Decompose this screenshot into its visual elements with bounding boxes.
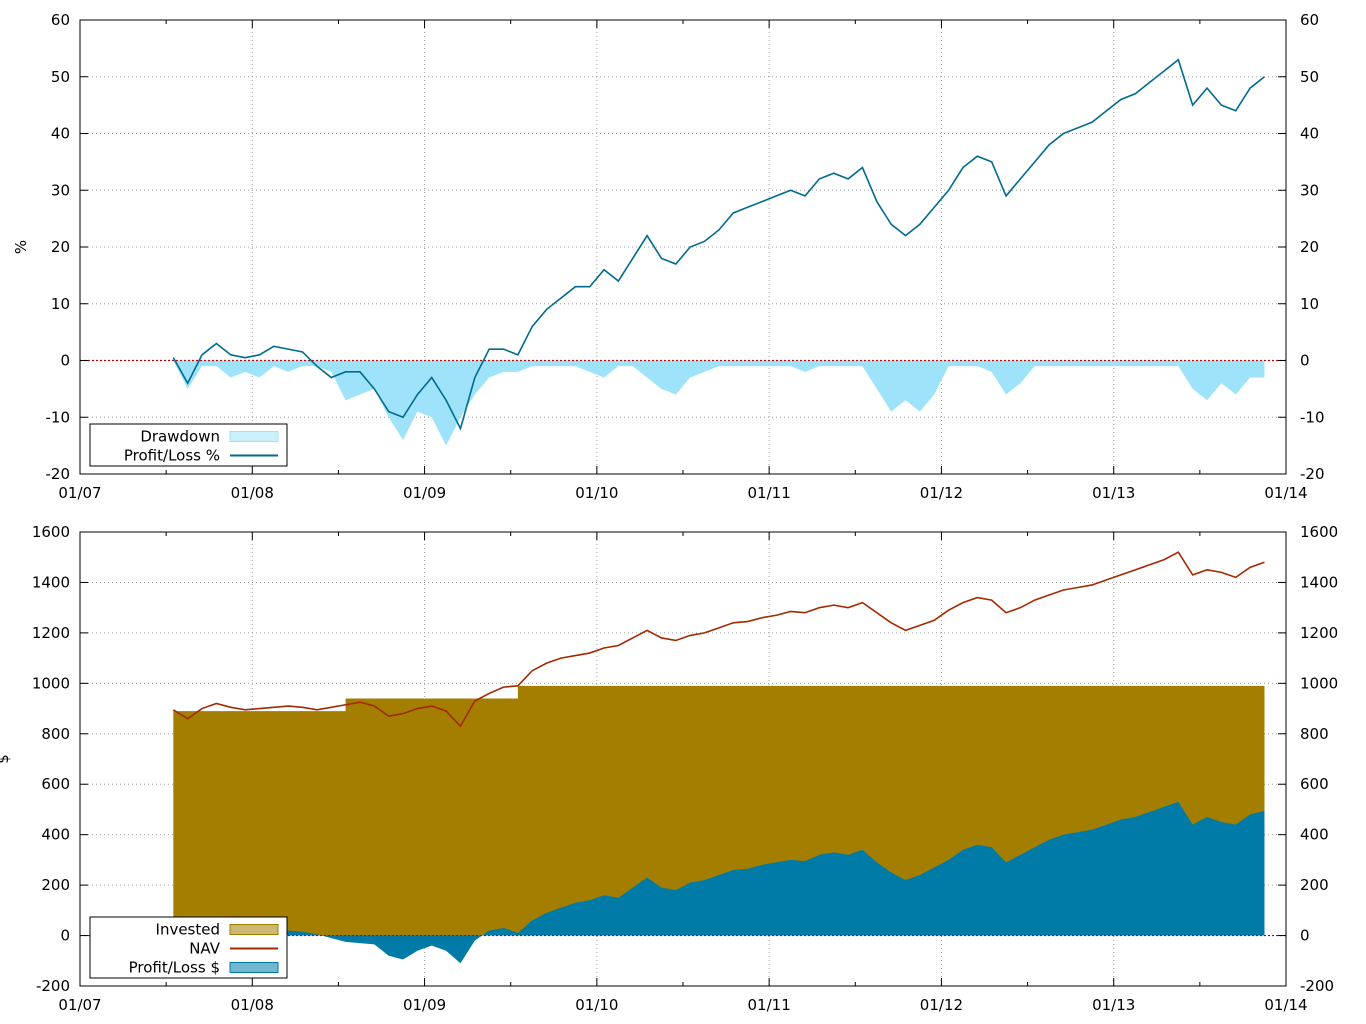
y2-tick-label: -200 — [1300, 977, 1334, 995]
profit-loss-usd-area — [173, 801, 1265, 964]
y2-tick-label: 0 — [1300, 927, 1310, 945]
y-tick-label: 800 — [41, 725, 70, 743]
x-tick-label: 01/12 — [920, 484, 963, 502]
x-tick-label: 01/08 — [231, 484, 274, 502]
y2-tick-label: 1200 — [1300, 624, 1338, 642]
y-tick-label: 1400 — [32, 573, 70, 591]
legend-label: Profit/Loss % — [124, 447, 220, 465]
y-tick-label: 1600 — [32, 523, 70, 541]
legend-swatch-area — [229, 924, 279, 935]
y-tick-label: 10 — [51, 295, 70, 313]
y2-tick-label: 0 — [1300, 352, 1310, 370]
y2-tick-label: 10 — [1300, 295, 1319, 313]
x-tick-label: 01/12 — [920, 996, 963, 1014]
y2-tick-label: 1000 — [1300, 674, 1338, 692]
x-tick-label: 01/09 — [403, 484, 446, 502]
legend-swatch-area — [229, 431, 279, 442]
y-tick-label: 1200 — [32, 624, 70, 642]
x-tick-label: 01/10 — [575, 484, 618, 502]
y-tick-label: -200 — [36, 977, 70, 995]
legend-label: NAV — [189, 940, 221, 958]
y-axis-title: $ — [0, 754, 12, 764]
y2-tick-label: 60 — [1300, 11, 1319, 29]
y-tick-label: -10 — [46, 408, 71, 426]
y2-tick-label: 20 — [1300, 238, 1319, 256]
y2-tick-label: 1400 — [1300, 573, 1338, 591]
nav-line — [172, 551, 1265, 728]
legend-label: Profit/Loss $ — [129, 959, 220, 977]
y2-tick-label: 400 — [1300, 826, 1329, 844]
y-tick-label: 400 — [41, 826, 70, 844]
y-axis-title: % — [12, 240, 30, 254]
x-tick-label: 01/13 — [1092, 996, 1135, 1014]
y2-tick-label: 1600 — [1300, 523, 1338, 541]
y2-tick-label: -20 — [1300, 465, 1325, 483]
x-tick-label: 01/09 — [403, 996, 446, 1014]
x-tick-label: 01/14 — [1264, 484, 1307, 502]
x-tick-label: 01/07 — [58, 484, 101, 502]
legend-label: Drawdown — [140, 428, 220, 446]
y2-tick-label: 200 — [1300, 876, 1329, 894]
y-tick-label: 200 — [41, 876, 70, 894]
legend-swatch-area — [229, 962, 279, 973]
y2-tick-label: 50 — [1300, 68, 1319, 86]
y-tick-label: 60 — [51, 11, 70, 29]
y2-tick-label: 40 — [1300, 125, 1319, 143]
y-tick-label: 0 — [60, 352, 70, 370]
x-tick-label: 01/13 — [1092, 484, 1135, 502]
legend-label: Invested — [156, 921, 220, 939]
y-tick-label: 0 — [60, 927, 70, 945]
y-tick-label: 20 — [51, 238, 70, 256]
y2-tick-label: -10 — [1300, 408, 1325, 426]
y2-tick-label: 800 — [1300, 725, 1329, 743]
x-tick-label: 01/07 — [58, 996, 101, 1014]
x-tick-label: 01/10 — [575, 996, 618, 1014]
y-tick-label: 40 — [51, 125, 70, 143]
x-tick-label: 01/11 — [748, 484, 791, 502]
y2-tick-label: 600 — [1300, 775, 1329, 793]
chart-dollars: 01/07 01/08 01/09 01/10 01/11 01/12 01/13 01/14… — [0, 523, 1338, 1014]
y-tick-label: 50 — [51, 68, 70, 86]
x-tick-label: 01/11 — [748, 996, 791, 1014]
y2-tick-label: 30 — [1300, 181, 1319, 199]
y-tick-label: 30 — [51, 181, 70, 199]
y-tick-label: 600 — [41, 775, 70, 793]
chart-percent: 01/07 01/08 01/09 01/10 01/11 01/12 01/13 01/14… — [12, 11, 1325, 502]
x-tick-label: 01/14 — [1264, 996, 1307, 1014]
drawdown-area — [173, 360, 1265, 446]
x-tick-label: 01/08 — [231, 996, 274, 1014]
y-tick-label: 1000 — [32, 674, 70, 692]
profit-loss-pct-line — [172, 58, 1265, 431]
y-tick-label: -20 — [46, 465, 71, 483]
